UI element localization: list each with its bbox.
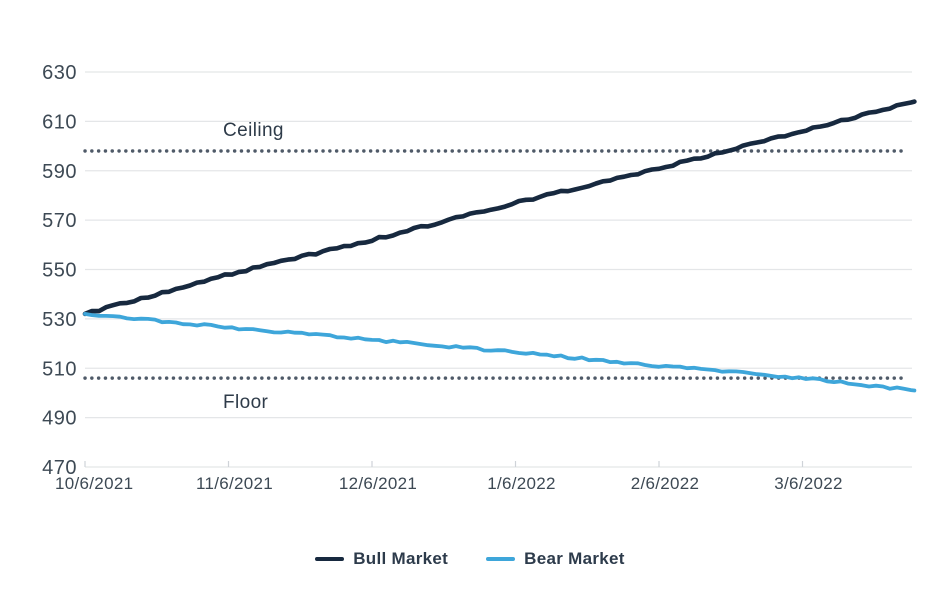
y-axis-tick-label: 610 [42, 111, 77, 133]
x-axis-tick-label: 2/6/2022 [631, 474, 700, 493]
y-axis-tick-label: 630 [42, 62, 77, 84]
bear-market-line-swatch [486, 557, 516, 561]
y-axis-tick-label: 510 [42, 358, 77, 380]
legend-label-bull-market: Bull Market [353, 549, 449, 568]
y-axis-tick-label: 530 [42, 309, 77, 331]
y-axis-tick-label: 490 [42, 408, 77, 430]
floor-label: Floor [223, 392, 269, 413]
legend-item-bull-market: Bull Market [315, 549, 448, 569]
series-line-bear-market [83, 312, 917, 393]
bull-bear-projection-chart: 470 490 510 530 550 570 590 610 630 10/6/2021 11/6… [42, 62, 917, 493]
y-axis-tick-label: 550 [42, 260, 77, 282]
chart-legend: Bull Market Bear Market [0, 549, 940, 569]
legend-label-bear-market: Bear Market [524, 549, 625, 568]
x-axis-tick-label: 3/6/2022 [774, 474, 843, 493]
bull-market-line-swatch [315, 557, 345, 561]
x-axis-tick-label: 11/6/2021 [196, 474, 273, 493]
chart-area: 470 490 510 530 550 570 590 610 630 10/6/2021 11/6… [42, 62, 917, 493]
series-line-bull-market [82, 99, 917, 317]
ceiling-label: Ceiling [223, 120, 284, 141]
x-axis-tick-label: 1/6/2022 [487, 474, 556, 493]
y-axis-tick-label: 470 [42, 457, 77, 479]
y-axis-tick-label: 570 [42, 210, 77, 232]
y-axis-tick-label: 590 [42, 161, 77, 183]
legend-item-bear-market: Bear Market [486, 549, 625, 569]
x-axis-tick-label: 12/6/2021 [339, 474, 417, 493]
x-axis-tick-label: 10/6/2021 [55, 474, 133, 493]
